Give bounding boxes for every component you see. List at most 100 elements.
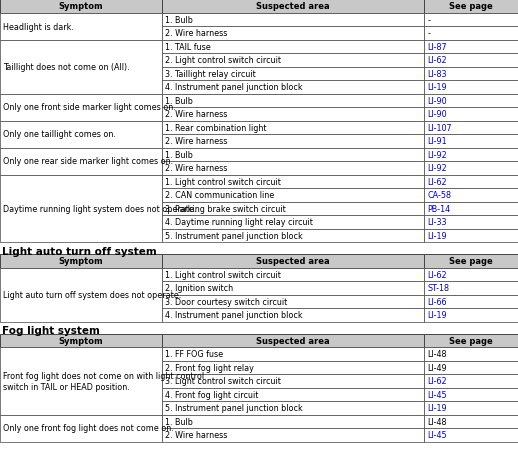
Bar: [424, 188, 518, 202]
Text: LI-92: LI-92: [427, 164, 447, 173]
Text: LI-87: LI-87: [427, 43, 447, 51]
Bar: [162, 374, 424, 387]
Text: Taillight does not come on (All).: Taillight does not come on (All).: [3, 63, 130, 72]
Text: Only one rear side marker light comes on.: Only one rear side marker light comes on…: [3, 157, 173, 166]
Bar: [162, 13, 424, 27]
Bar: [424, 347, 518, 361]
Bar: [162, 295, 424, 308]
Bar: [162, 229, 424, 242]
Bar: [162, 81, 424, 94]
Text: LI-62: LI-62: [427, 56, 447, 65]
Text: 1. Light control switch circuit: 1. Light control switch circuit: [165, 270, 281, 279]
Bar: [162, 361, 424, 374]
Bar: [424, 81, 518, 94]
Bar: [424, 401, 518, 415]
Bar: [424, 94, 518, 108]
Text: 3. Parking brake switch circuit: 3. Parking brake switch circuit: [165, 204, 286, 213]
Text: LI-45: LI-45: [427, 390, 447, 399]
Bar: [424, 108, 518, 121]
Bar: [162, 428, 424, 442]
Text: 4. Instrument panel junction block: 4. Instrument panel junction block: [165, 83, 303, 92]
Bar: [424, 308, 518, 322]
Text: 1. Rear combination light: 1. Rear combination light: [165, 123, 267, 132]
Bar: [424, 255, 518, 268]
Text: 1. Bulb: 1. Bulb: [165, 150, 193, 159]
Text: Symptom: Symptom: [59, 2, 104, 11]
Text: 2. Front fog light relay: 2. Front fog light relay: [165, 363, 254, 372]
Text: 5. Instrument panel junction block: 5. Instrument panel junction block: [165, 403, 303, 412]
Bar: [424, 374, 518, 387]
Bar: [162, 27, 424, 40]
Text: Light auto turn off system: Light auto turn off system: [2, 247, 157, 257]
Bar: [424, 162, 518, 175]
Bar: [424, 54, 518, 68]
Text: Headlight is dark.: Headlight is dark.: [3, 22, 74, 31]
Text: Suspected area: Suspected area: [256, 2, 330, 11]
Text: 1. Light control switch circuit: 1. Light control switch circuit: [165, 178, 281, 187]
Text: 2. CAN communication line: 2. CAN communication line: [165, 191, 275, 200]
Text: Symptom: Symptom: [59, 257, 104, 266]
Bar: [424, 121, 518, 135]
Text: LI-107: LI-107: [427, 123, 452, 132]
Bar: [424, 415, 518, 428]
Text: 3. Light control switch circuit: 3. Light control switch circuit: [165, 377, 281, 386]
Bar: [162, 415, 424, 428]
Text: Fog light system: Fog light system: [2, 326, 100, 336]
Text: LI-62: LI-62: [427, 270, 447, 279]
Bar: [162, 175, 424, 188]
Bar: [162, 54, 424, 68]
Text: LI-48: LI-48: [427, 349, 447, 358]
Bar: [424, 428, 518, 442]
Text: See page: See page: [449, 2, 493, 11]
Text: LI-91: LI-91: [427, 137, 447, 146]
Bar: [424, 148, 518, 162]
Bar: [162, 40, 424, 54]
Bar: [424, 135, 518, 148]
Bar: [162, 401, 424, 415]
Text: PB-14: PB-14: [427, 204, 450, 213]
Text: LI-90: LI-90: [427, 110, 447, 119]
Text: See page: See page: [449, 257, 493, 266]
Bar: [162, 94, 424, 108]
Bar: [424, 0, 518, 13]
Bar: [424, 387, 518, 401]
Bar: [424, 202, 518, 216]
Text: 2. Ignition switch: 2. Ignition switch: [165, 284, 233, 293]
Bar: [162, 121, 424, 135]
Text: LI-92: LI-92: [427, 150, 447, 159]
Bar: [424, 361, 518, 374]
Bar: [424, 216, 518, 229]
Text: 1. Bulb: 1. Bulb: [165, 97, 193, 106]
Bar: [162, 387, 424, 401]
Text: 4. Instrument panel junction block: 4. Instrument panel junction block: [165, 311, 303, 319]
Bar: [162, 68, 424, 81]
Text: 1. Bulb: 1. Bulb: [165, 16, 193, 25]
Bar: [162, 308, 424, 322]
Text: Suspected area: Suspected area: [256, 257, 330, 266]
Text: 1. FF FOG fuse: 1. FF FOG fuse: [165, 349, 223, 358]
Text: 5. Instrument panel junction block: 5. Instrument panel junction block: [165, 231, 303, 240]
Text: 3. Taillight relay circuit: 3. Taillight relay circuit: [165, 69, 256, 79]
Bar: [162, 162, 424, 175]
Text: LI-90: LI-90: [427, 97, 447, 106]
Bar: [0, 255, 162, 268]
Bar: [424, 281, 518, 295]
Text: LI-48: LI-48: [427, 417, 447, 426]
Bar: [162, 255, 424, 268]
Bar: [162, 135, 424, 148]
Text: LI-49: LI-49: [427, 363, 447, 372]
Bar: [0, 347, 162, 415]
Text: -: -: [427, 16, 430, 25]
Text: 4. Front fog light circuit: 4. Front fog light circuit: [165, 390, 258, 399]
Text: 2. Wire harness: 2. Wire harness: [165, 164, 227, 173]
Bar: [0, 415, 162, 442]
Text: 3. Door courtesy switch circuit: 3. Door courtesy switch circuit: [165, 297, 287, 306]
Bar: [0, 40, 162, 94]
Text: Front fog light does not come on with light control
switch in TAIL or HEAD posit: Front fog light does not come on with li…: [3, 371, 204, 391]
Bar: [162, 281, 424, 295]
Text: 2. Wire harness: 2. Wire harness: [165, 29, 227, 38]
Text: 1. TAIL fuse: 1. TAIL fuse: [165, 43, 211, 51]
Bar: [424, 229, 518, 242]
Bar: [162, 347, 424, 361]
Bar: [0, 13, 162, 40]
